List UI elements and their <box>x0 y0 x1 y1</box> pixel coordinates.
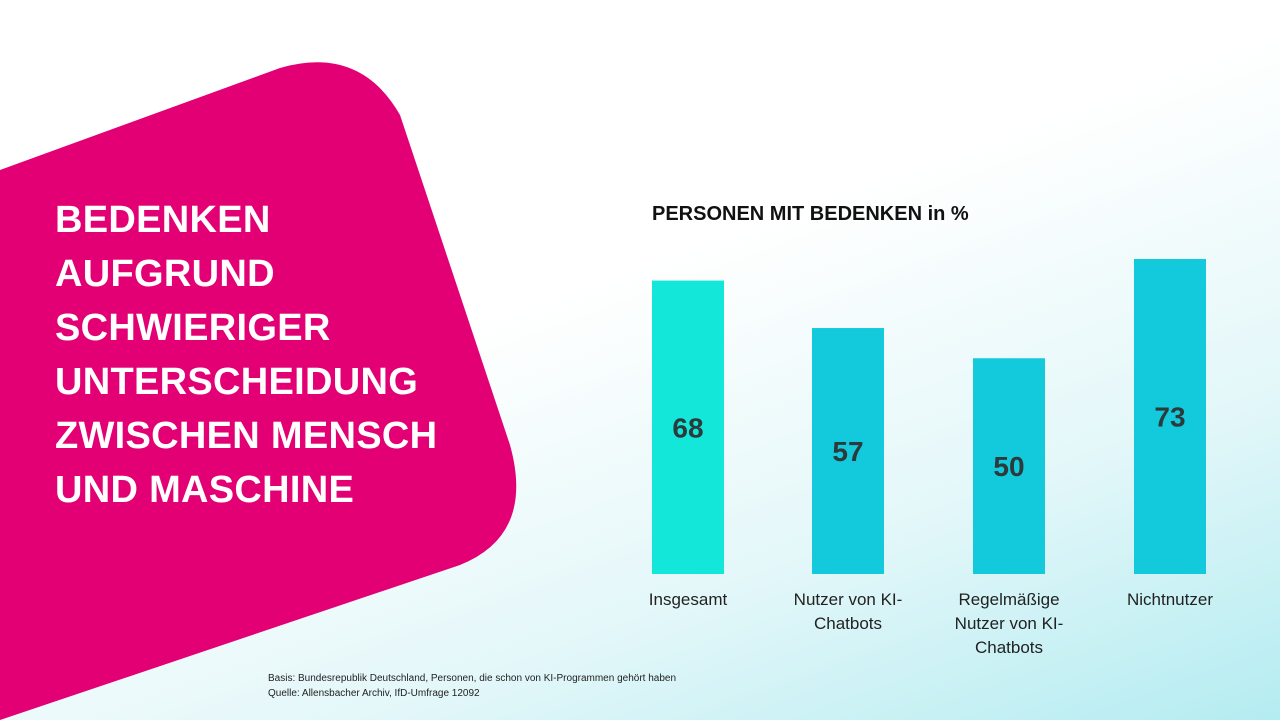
bar <box>1134 259 1206 574</box>
category-label-line: Chatbots <box>813 614 883 633</box>
category-label: Nutzer von KI- Chatbots <box>778 588 918 636</box>
footnote-source: Quelle: Allensbacher Archiv, IfD-Umfrage… <box>268 688 480 699</box>
category-label-line: Chatbots <box>974 638 1044 657</box>
headline-line: BEDENKEN <box>55 199 271 241</box>
category-label-line: Regelmäßige <box>958 590 1060 609</box>
headline-line: ZWISCHEN MENSCH <box>55 415 438 457</box>
bar <box>973 358 1045 574</box>
bar-value-label: 68 <box>672 412 703 443</box>
bar <box>652 280 724 574</box>
category-label: Nichtnutzer <box>1100 588 1240 612</box>
chart-title-unit: in % <box>927 203 969 225</box>
category-label: Regelmäßige Nutzer von KI- Chatbots <box>939 588 1079 660</box>
bar-chart: 68 57 50 73 <box>652 259 1206 574</box>
headline-line: SCHWIERIGER <box>55 307 331 349</box>
footnote: Basis: Bundesrepublik Deutschland, Perso… <box>268 671 676 701</box>
chart-title-text: PERSONEN MIT BEDENKEN <box>652 203 923 225</box>
category-label-line: Nutzer von KI- <box>954 614 1064 633</box>
headline-line: UND MASCHINE <box>55 469 355 511</box>
bar <box>812 328 884 574</box>
bar-value-label: 57 <box>832 436 863 467</box>
category-label-line: Insgesamt <box>648 590 728 609</box>
chart-title: PERSONEN MIT BEDENKEN in % <box>652 203 969 226</box>
bar-value-label: 73 <box>1154 402 1185 433</box>
category-label-line: Nichtnutzer <box>1127 590 1213 609</box>
category-label: Insgesamt <box>618 588 758 612</box>
bar-value-label: 50 <box>993 451 1024 482</box>
headline-line: AUFGRUND <box>55 253 275 295</box>
headline-line: UNTERSCHEIDUNG <box>55 361 419 403</box>
headline: BEDENKEN AUFGRUND SCHWIERIGER UNTERSCHEI… <box>55 193 495 517</box>
category-label-line: Nutzer von KI- <box>793 590 903 609</box>
footnote-basis: Basis: Bundesrepublik Deutschland, Perso… <box>268 673 677 684</box>
